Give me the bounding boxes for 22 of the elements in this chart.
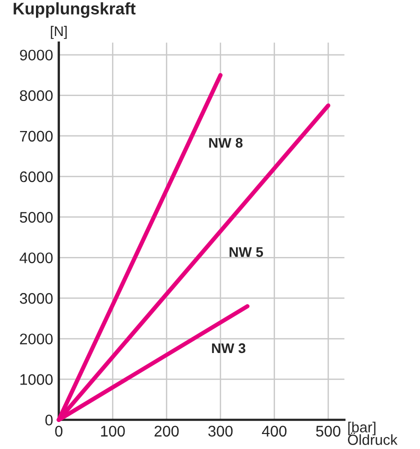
- y-tick-label: 3000: [20, 293, 53, 304]
- series-label: NW 8: [209, 138, 243, 148]
- y-tick-label: 0: [45, 414, 53, 426]
- x-axis-title: [bar] Öldruck: [348, 422, 398, 445]
- y-tick-label: 7000: [20, 130, 53, 142]
- x-tick-label: 0: [55, 426, 62, 437]
- y-tick-label: 5000: [20, 212, 53, 223]
- y-tick-label: 6000: [20, 171, 53, 182]
- x-tick-label: 500: [316, 426, 340, 437]
- y-axis-title: [N]: [50, 26, 67, 39]
- y-tick-label: 1000: [20, 374, 53, 385]
- x-tick-label: 300: [208, 426, 233, 437]
- series-label: NW 5: [230, 247, 264, 257]
- x-tick-label: 400: [262, 426, 286, 437]
- series-label: NW 3: [212, 343, 246, 354]
- chart-title: Kupplungskraft: [14, 2, 136, 18]
- y-tick-label: 2000: [20, 334, 53, 344]
- y-tick-label: 9000: [20, 50, 53, 61]
- y-tick-label: 8000: [20, 90, 53, 102]
- y-tick-label: 4000: [20, 252, 53, 264]
- x-tick-label: 100: [101, 426, 125, 437]
- x-tick-label: 200: [154, 426, 179, 437]
